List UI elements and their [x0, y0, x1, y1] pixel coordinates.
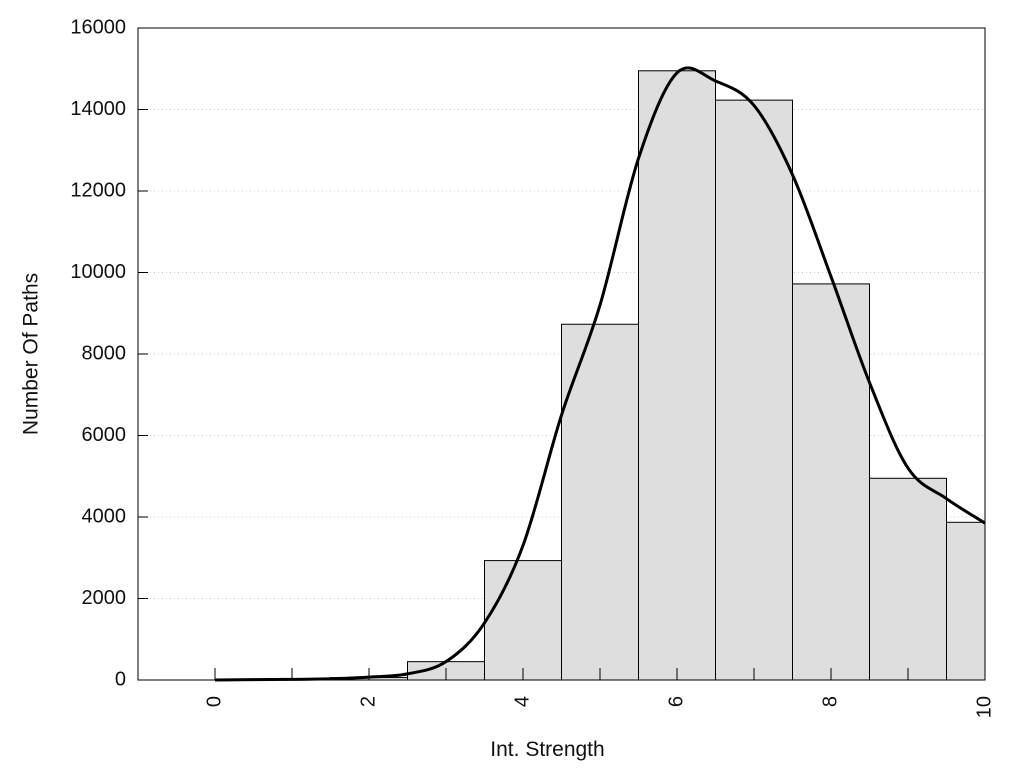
- y-tick-label: 0: [115, 668, 126, 690]
- x-axis-title: Int. Strength: [490, 738, 604, 761]
- y-tick-label: 16000: [70, 16, 126, 38]
- x-tick-label: 10: [973, 696, 995, 718]
- histogram-bar: [869, 477, 947, 681]
- y-tick-label: 14000: [70, 98, 126, 120]
- y-tick-label: 6000: [82, 424, 127, 446]
- y-axis-title: Number Of Paths: [20, 273, 43, 435]
- y-axis-ticks: 0 2000 4000 6000 8000 10000 12000 14000 16000: [70, 16, 148, 690]
- histogram-bar: [946, 521, 986, 681]
- x-tick-label: 8: [819, 696, 841, 707]
- y-tick-label: 2000: [82, 587, 127, 609]
- x-tick-label: 0: [203, 696, 225, 707]
- y-tick-label: 4000: [82, 505, 127, 527]
- histogram-bar: [638, 70, 716, 681]
- x-tick-label: 6: [665, 696, 687, 707]
- y-tick-label: 12000: [70, 179, 126, 201]
- x-tick-label: 2: [357, 696, 379, 707]
- histogram-bar: [715, 99, 793, 681]
- y-tick-label: 8000: [82, 342, 127, 364]
- density-curve: [214, 66, 986, 682]
- y-tick-label: 10000: [70, 261, 126, 283]
- histogram-bar: [484, 560, 562, 681]
- histogram-bar: [561, 323, 639, 681]
- x-tick-label: 4: [511, 696, 533, 707]
- histogram-bar: [792, 283, 870, 681]
- bar-group: [253, 70, 986, 681]
- x-axis-ticks: 0 2 4 6 8 10: [203, 668, 995, 718]
